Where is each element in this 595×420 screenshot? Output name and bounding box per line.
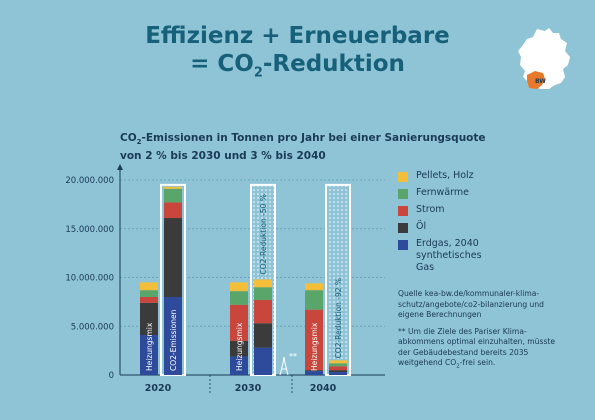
legend-label: Fernwärme: [416, 187, 469, 198]
legend-swatch: [398, 172, 408, 182]
y-axis-arrow: [117, 164, 123, 170]
bar-segment-strom: [254, 299, 272, 324]
bar-segment-fernwaerme: [140, 290, 158, 297]
bar-segment-fernwaerme: [329, 363, 347, 367]
legend-swatch: [398, 189, 408, 199]
bar-segment-pellets: [164, 186, 182, 189]
bar-segment-pellets: [254, 279, 272, 288]
bar-outline: [325, 183, 351, 376]
bar-label: Heizungsmix: [145, 322, 154, 371]
legend-label: Erdgas, 2040 synthetisches Gas: [416, 238, 482, 273]
bar-segment-erdgas: [164, 297, 182, 375]
outline-label: CO2-Reduktion -92 %: [334, 278, 343, 358]
x-tick-label: 2040: [310, 383, 337, 394]
legend-swatch: [398, 240, 408, 250]
y-tick-label: 5.000.000: [71, 322, 114, 332]
map-label: BW: [535, 78, 546, 85]
legend-swatch: [398, 223, 408, 233]
footnote: ** Um die Ziele des Pariser Klima-abkomm…: [398, 326, 556, 370]
page-title: Effizienz + Erneuerbare = CO2-Reduktion: [0, 22, 595, 88]
outline-label: CO2-Reduktion -50 %: [259, 194, 268, 274]
germany-map-icon: BW: [518, 28, 570, 89]
bar-segment-strom: [305, 309, 323, 371]
source-note: Quelle kea-bw.de/kommunaler-klima-schutz…: [398, 289, 568, 372]
bar-segment-erdgas: [329, 372, 347, 375]
bar-segment-strom: [230, 304, 248, 341]
bw-shape: [527, 71, 545, 89]
chart-subtitle: CO2-Emissionen in Tonnen pro Jahr bei ei…: [120, 132, 486, 163]
legend-label: Pellets, Holz: [416, 170, 474, 181]
title-line-2: = CO2-Reduktion: [190, 51, 405, 81]
bar-segment-oel: [140, 302, 158, 336]
legend-label: Öl: [416, 221, 427, 232]
bar-segment-erdgas: [305, 371, 323, 375]
bar-segment-fernwaerme: [164, 188, 182, 203]
bar-segment-strom: [140, 297, 158, 303]
bar-segment-fernwaerme: [230, 291, 248, 305]
bar-segment-oel: [329, 370, 347, 373]
bar-label: Heizungsmix: [310, 322, 319, 371]
title-line-1: Effizienz + Erneuerbare: [145, 23, 450, 49]
source-text: Quelle kea-bw.de/kommunaler-klima-schutz…: [398, 289, 545, 319]
eiffel-tower-icon: [279, 356, 289, 376]
bar-segment-oel: [230, 340, 248, 357]
y-tick-label: 0: [109, 371, 114, 381]
bar-label: Heizungsmix: [235, 322, 244, 371]
y-tick-label: 10.000.000: [65, 274, 114, 284]
bar-segment-pellets: [305, 283, 323, 291]
bar-segment-fernwaerme: [305, 290, 323, 310]
bar-segment-erdgas: [140, 335, 158, 375]
bar-segment-oel: [305, 370, 323, 372]
bar-segment-strom: [329, 366, 347, 371]
legend-label: Strom: [416, 204, 445, 215]
bar-segment-erdgas: [254, 347, 272, 375]
legend-swatch: [398, 206, 408, 216]
bar-segment-strom: [164, 202, 182, 219]
y-tick-label: 20.000.000: [65, 176, 114, 186]
bar-segment-pellets: [329, 360, 347, 364]
x-tick-label: 2020: [145, 383, 172, 394]
bar-segment-pellets: [140, 282, 158, 291]
outline-label: CO2-Emissionen: [169, 309, 178, 371]
bar-segment-erdgas: [230, 356, 248, 375]
y-tick-label: 15.000.000: [65, 225, 114, 235]
annotation-mark: **: [289, 352, 297, 361]
bar-segment-fernwaerme: [254, 287, 272, 300]
bar-segment-oel: [254, 323, 272, 348]
x-tick-label: 2030: [235, 383, 262, 394]
bar-segment-pellets: [230, 282, 248, 292]
bar-segment-oel: [164, 218, 182, 297]
